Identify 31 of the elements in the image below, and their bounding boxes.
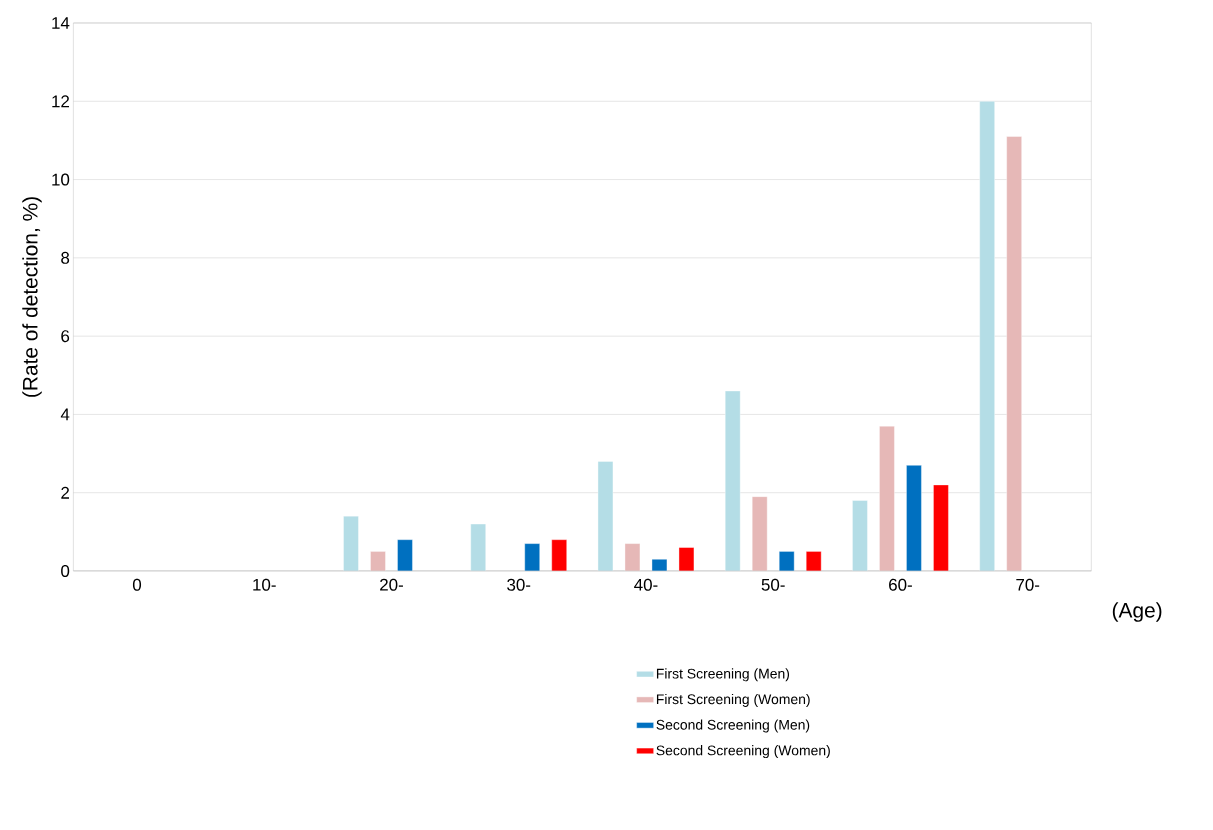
bar: [879, 425, 895, 571]
x-tick-label: 60-: [889, 578, 912, 591]
bar: [752, 496, 768, 571]
y-tick-label: 0: [61, 565, 70, 577]
legend-label: First Screening (Women): [656, 693, 810, 707]
y-tick-label: 6: [61, 330, 70, 343]
y-tick-label: 8: [61, 251, 70, 264]
bar: [343, 516, 359, 571]
bar: [933, 484, 949, 571]
y-axis-title: (Rate of detection, %): [22, 197, 42, 397]
legend-label: Second Screening (Women): [656, 745, 830, 759]
bar: [725, 390, 741, 571]
bar: [906, 465, 922, 571]
x-tick-label: 50-: [761, 578, 785, 591]
legend-label: First Screening (Men): [656, 668, 790, 682]
y-tick-label: 4: [60, 408, 70, 421]
x-tick-label: 10-: [253, 578, 276, 591]
y-tick-label: 12: [52, 95, 69, 108]
x-tick-label: 30-: [507, 578, 531, 591]
y-tick-label: 14: [52, 17, 70, 29]
x-tick-label: 0: [132, 578, 142, 591]
legend-label: Second Screening (Men): [656, 719, 810, 733]
x-tick-label: 70-: [1016, 578, 1040, 591]
x-tick-label: 40-: [634, 578, 658, 591]
y-tick-label: 2: [61, 486, 69, 499]
bar: [852, 500, 868, 571]
x-tick-label: 20-: [380, 578, 403, 591]
bar: [979, 101, 995, 571]
x-axis-title: (Age): [1112, 602, 1162, 622]
y-tick-label: 10: [52, 173, 70, 186]
bar: [1006, 136, 1022, 571]
